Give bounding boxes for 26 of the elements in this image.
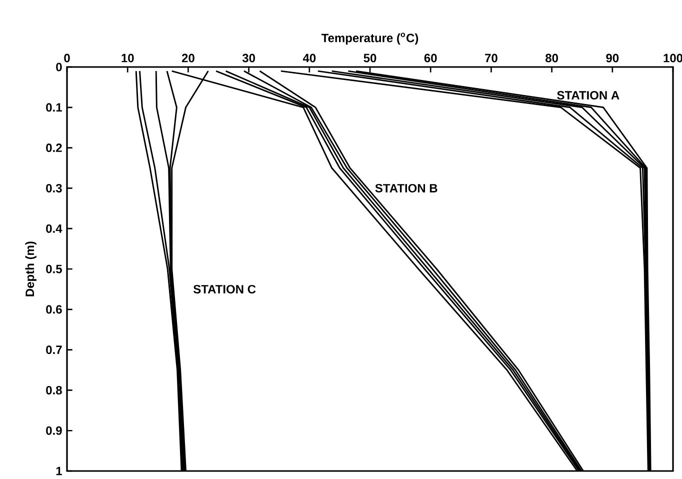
x-tick-label: 10 — [122, 54, 134, 62]
y-tick-label: 0 — [56, 62, 62, 72]
y-tick-label: 0.3 — [46, 184, 62, 192]
annotation: STATION C — [193, 284, 256, 294]
x-axis-title: Temperature ($^{o}$C) — [321, 32, 418, 45]
x-tick-label: 70 — [485, 54, 498, 62]
x-tick-label: 80 — [546, 54, 558, 62]
x-tick-label: 90 — [606, 54, 619, 62]
x-tick-label: 50 — [364, 54, 376, 62]
y-tick-label: 0.8 — [46, 386, 62, 394]
y-axis-title: Depth (m) — [25, 242, 36, 296]
x-tick-label: 40 — [302, 54, 316, 62]
y-tick-label: 0.9 — [46, 426, 62, 435]
y-tick-label: 0.2 — [46, 144, 62, 152]
y-tick-label: 0.6 — [46, 305, 62, 314]
y-tick-label: 0.5 — [46, 264, 62, 274]
y-tick-label: 0.1 — [46, 103, 62, 112]
x-tick-label: 30 — [242, 54, 255, 62]
y-tick-label: 0.7 — [46, 346, 62, 354]
annotation: STATION B — [375, 184, 438, 192]
y-tick-label: 0.4 — [46, 224, 62, 233]
annotation: STATION A — [557, 91, 620, 100]
x-tick-label: 0 — [64, 54, 70, 62]
x-tick-label: 60 — [424, 54, 437, 62]
x-tick-label: 20 — [182, 54, 194, 62]
y-tick-label: 1 — [56, 466, 62, 476]
